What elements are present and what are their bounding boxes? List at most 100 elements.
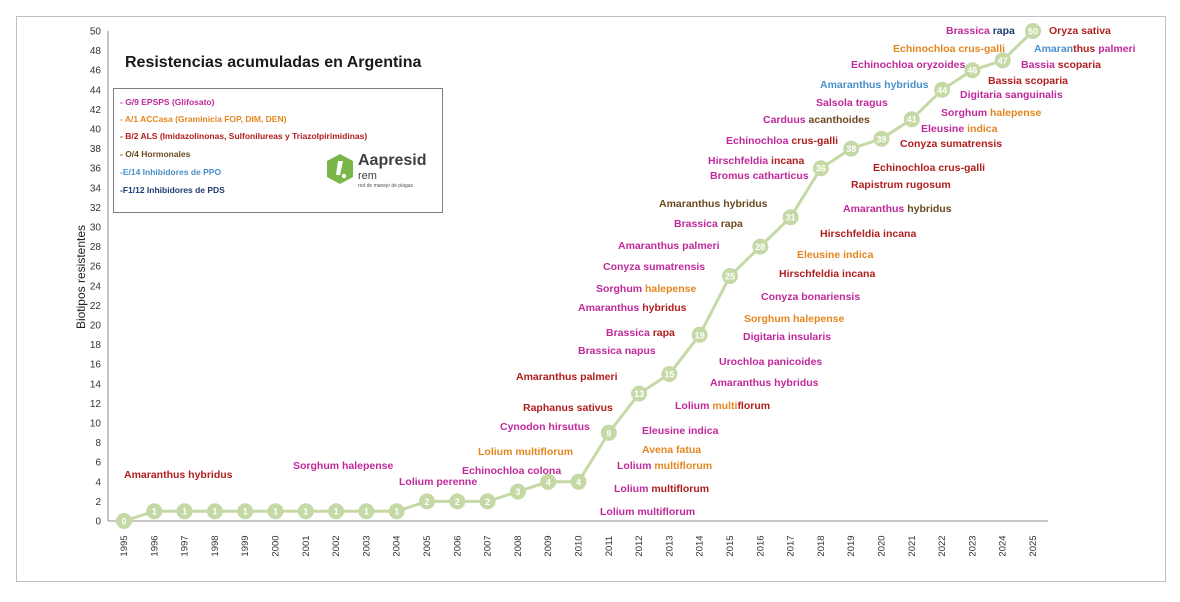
x-tick-label: 2024 [998, 535, 1009, 556]
data-label: 1 [364, 507, 369, 517]
data-label: 44 [937, 85, 947, 95]
x-tick-label: 2020 [877, 535, 888, 556]
x-tick-label: 2018 [816, 535, 827, 556]
data-point [570, 473, 587, 490]
x-tick-label: 2007 [483, 535, 494, 556]
species-annotation: Lolium multiflorum [600, 506, 695, 518]
species-annotation: Digitaria sanguinalis [960, 89, 1063, 101]
data-point [358, 503, 375, 520]
species-annotation: Bassia scoparia [988, 75, 1068, 87]
species-annotation: Eleusine indica [797, 249, 874, 261]
species-annotation: Lolium multiflorum [675, 400, 770, 412]
x-tick-label: 2009 [543, 535, 554, 556]
data-label: 1 [243, 507, 248, 517]
y-tick-label: 30 [90, 223, 102, 234]
species-annotation-part: Brassica [606, 327, 653, 339]
data-label: 41 [907, 115, 917, 125]
aapresid-logo-icon [327, 154, 353, 184]
species-annotation: Sorghum halepense [744, 313, 845, 325]
data-point [752, 238, 769, 255]
y-axis-label: Biotipos resistentes [74, 224, 88, 330]
species-annotation-part: Lolium multiflorum [478, 446, 573, 458]
data-label: 4 [576, 477, 581, 487]
data-point [994, 52, 1011, 69]
aapresid-logo: Aapresid rem red de manejo de plagas [324, 152, 434, 195]
species-annotation: Brassica rapa [606, 327, 675, 339]
species-annotation-part: Amaranthus hybridus [124, 469, 233, 481]
species-annotation-part: hybridus [642, 302, 686, 314]
y-tick-label: 20 [90, 321, 102, 332]
data-point [449, 493, 466, 510]
data-label: 47 [998, 56, 1008, 66]
data-point [540, 473, 557, 490]
species-annotation-part: Lolium [614, 483, 651, 495]
data-label: 0 [121, 517, 126, 527]
species-annotation-part: multiflorum [654, 460, 712, 472]
species-annotation-part: florum [737, 400, 770, 412]
species-annotation-part: hybridus [907, 203, 951, 215]
species-annotation-part: Digitaria sanguinalis [960, 89, 1063, 101]
y-tick-label: 8 [95, 438, 101, 449]
legend-item-pds: -F1/12 Inhibidores de PDS [120, 185, 225, 195]
species-annotation-part: Sorghum halepense [293, 460, 394, 472]
y-tick-label: 26 [90, 262, 102, 273]
species-annotation: Amaranthus palmeri [516, 371, 618, 383]
species-annotation: Avena fatua [642, 444, 701, 456]
species-annotation-part: Conyza sumatrensis [900, 138, 1002, 150]
data-point [509, 483, 526, 500]
species-annotation: Raphanus sativus [523, 402, 613, 414]
data-label: 15 [664, 370, 674, 380]
species-annotation-part: incana [771, 155, 804, 167]
species-annotation: Conyza bonariensis [761, 291, 860, 303]
species-annotation-part: incana [883, 228, 916, 240]
logo-tagline: red de manejo de plagas [358, 183, 414, 189]
species-annotation-part: Brassica [674, 218, 721, 230]
species-annotation-part: rapa [653, 327, 675, 339]
legend-item-glifosato: - G/9 EPSPS (Glifosato) [120, 97, 215, 107]
species-annotation-part: Oryza sativa [1049, 25, 1111, 37]
species-annotation: Sorghum halepense [293, 460, 394, 472]
y-tick-label: 50 [90, 27, 102, 38]
species-annotation: Echinochloa oryzoides [851, 59, 966, 71]
data-point [237, 503, 254, 520]
data-label: 2 [485, 497, 490, 507]
data-label: 1 [394, 507, 399, 517]
species-annotation-part: Sorghum halepense [744, 313, 845, 325]
species-annotation-part: Lolium multiflorum [600, 506, 695, 518]
species-annotation-part: Conyza sumatrensis [603, 261, 705, 273]
species-annotation-part: Carduus [763, 114, 809, 126]
data-label: 1 [273, 507, 278, 517]
data-label: 25 [725, 272, 735, 282]
species-annotation: Hirschfeldia incana [708, 155, 804, 167]
x-tick-label: 2013 [664, 535, 675, 556]
species-annotation-part: Avena fatua [642, 444, 701, 456]
data-label: 9 [606, 428, 611, 438]
x-tick-label: 1996 [149, 535, 160, 556]
species-annotation-part: halepense [645, 283, 697, 295]
species-annotation-part: Cynodon hirsutus [500, 421, 590, 433]
species-annotation-part: hybridus [723, 198, 767, 210]
x-tick-label: 2022 [937, 535, 948, 556]
species-annotation-part: indica [967, 123, 998, 135]
y-tick-label: 24 [90, 281, 102, 292]
species-annotation-part: Amaranthus [578, 302, 642, 314]
x-tick-label: 2008 [513, 535, 524, 556]
x-tick-label: 1997 [180, 535, 191, 556]
species-annotation-part: palmeri [1098, 43, 1135, 55]
species-annotation: Bromus catharticus [710, 170, 809, 182]
species-annotation-part: Lolium [675, 400, 712, 412]
y-tick-label: 16 [90, 360, 102, 371]
data-point [116, 513, 132, 529]
species-annotation-part: Salsola tragus [816, 97, 888, 109]
data-label: 4 [546, 477, 551, 487]
species-annotation: Hirschfeldia incana [779, 268, 875, 280]
species-annotation-part: Echinochloa [726, 135, 791, 147]
species-annotation: Bassia scoparia [1021, 59, 1101, 71]
species-annotation-part: Amaranthus hybridus [820, 79, 929, 91]
species-annotation-part: scoparia [1058, 59, 1101, 71]
data-label: 1 [212, 507, 217, 517]
x-tick-label: 2003 [361, 535, 372, 556]
species-annotation-part: Conyza bonariensis [761, 291, 860, 303]
data-point [722, 268, 738, 284]
y-tick-label: 34 [90, 183, 102, 194]
